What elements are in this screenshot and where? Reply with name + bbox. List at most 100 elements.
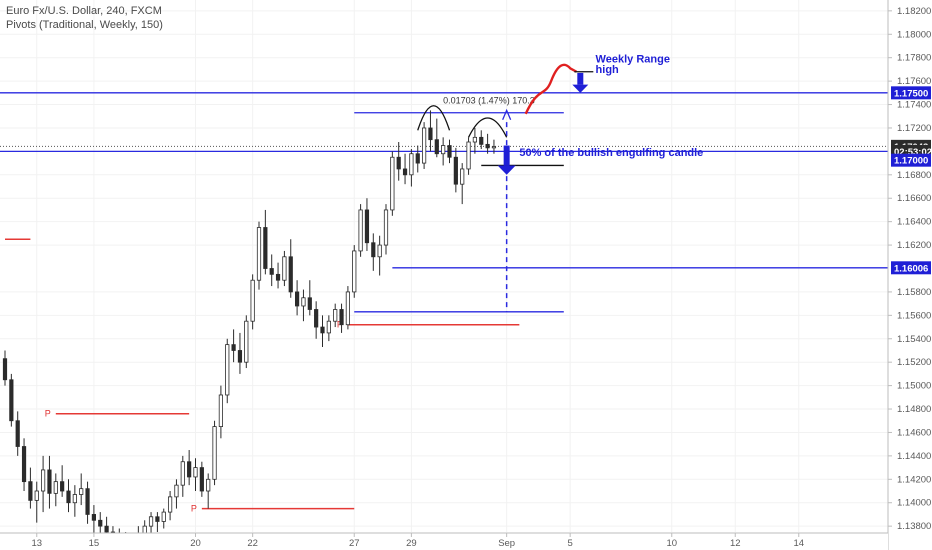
time-axis-background <box>0 533 888 550</box>
candle-body <box>187 461 192 478</box>
candle-body <box>307 297 312 310</box>
weekly-arrow-shaft <box>577 72 584 85</box>
candle-body <box>250 279 255 322</box>
candle-body <box>167 496 173 513</box>
candle-body <box>237 350 243 363</box>
projection-red-path <box>524 63 578 115</box>
candle-body <box>390 156 395 211</box>
candle-body <box>396 156 401 170</box>
pivot-label: P <box>191 504 197 514</box>
y-tick-label: 1.16200 <box>897 240 931 251</box>
y-tick-label: 1.13800 <box>897 521 931 532</box>
candle-body <box>28 481 33 501</box>
candle-body <box>41 469 46 492</box>
y-tick-label: 1.16600 <box>897 193 931 204</box>
y-tick-label: 1.17200 <box>897 123 931 134</box>
price-badge <box>891 261 931 275</box>
y-tick-label: 1.17800 <box>897 53 931 64</box>
candle-body <box>263 227 268 269</box>
x-tick-label: Sep <box>498 538 515 549</box>
engulfing-note: 50% of the bullish engulfing candle <box>519 147 703 159</box>
y-tick-label: 1.15400 <box>897 334 931 345</box>
candle-body <box>85 488 90 515</box>
candle-body <box>256 227 262 281</box>
y-tick-label: 1.15200 <box>897 357 931 368</box>
indicator-label: Pivots (Traditional, Weekly, 150) <box>6 19 163 31</box>
price-axis: 1.18200 1.18000 1.17800 1.17600 1.17400 1.172… <box>887 0 932 550</box>
candle-body <box>447 145 452 158</box>
candle-body <box>218 394 223 428</box>
y-tick-label: 1.14200 <box>897 474 931 485</box>
candle-body <box>453 156 458 185</box>
candle-body <box>225 344 230 396</box>
candle-body <box>383 209 389 246</box>
y-tick-label: 1.15800 <box>897 287 931 298</box>
candle-body <box>358 209 363 252</box>
candle-body <box>98 519 103 527</box>
x-tick-label: 12 <box>730 538 741 549</box>
candle-body <box>485 143 490 149</box>
annotations: 0.01703 (1.47%) 170.3 50% of the bullish … <box>417 53 703 312</box>
candle-body <box>415 153 420 164</box>
candle-body <box>212 426 217 480</box>
y-tick-label: 1.17400 <box>897 100 931 111</box>
y-tick-label: 1.15600 <box>897 310 931 321</box>
candle-body <box>345 291 351 326</box>
candle-body <box>421 127 427 164</box>
chart-header: Euro Fx/U.S. Dollar, 240, FXCM Pivots (T… <box>6 4 163 32</box>
x-tick-label: 5 <box>568 538 573 549</box>
x-tick-label: 15 <box>89 538 100 549</box>
y-tick-label: 1.14400 <box>897 451 931 462</box>
horizontal-lines <box>0 92 888 269</box>
candle-body <box>269 268 274 275</box>
candle-body <box>339 309 344 326</box>
head-arc <box>417 105 451 131</box>
x-tick-label: 27 <box>349 538 360 549</box>
x-tick-label: 13 <box>31 538 42 549</box>
y-tick-label: 1.14600 <box>897 427 931 438</box>
weekly-range-label: high <box>596 64 619 76</box>
measure-label: 0.01703 (1.47%) 170.3 <box>443 95 535 105</box>
projection-arrow-up <box>502 108 512 121</box>
price-badge <box>891 86 931 100</box>
candle-body <box>161 511 166 522</box>
candle-body <box>320 326 325 334</box>
symbol-title: Euro Fx/U.S. Dollar, 240, FXCM <box>6 5 162 17</box>
candle-body <box>193 467 198 478</box>
pivot-lines: PPP <box>5 238 520 514</box>
candle-body <box>472 136 478 143</box>
y-tick-label: 1.15000 <box>897 381 931 392</box>
candle-body <box>79 488 84 495</box>
candle-body <box>275 273 281 281</box>
price-badge-label: 1.17000 <box>894 156 928 167</box>
price-badge-label: 1.16006 <box>894 263 928 274</box>
candle-body <box>2 358 8 381</box>
candle-body <box>66 490 71 504</box>
y-tick-label: 1.16800 <box>897 170 931 181</box>
candle-body <box>371 242 376 258</box>
candle-body <box>364 209 370 244</box>
down-arrow-icon <box>572 84 589 93</box>
time-axis: 13 15 20 22 27 29 Sep 5 10 12 14 <box>0 532 888 550</box>
candle-body <box>53 481 58 494</box>
candle-body <box>301 297 306 307</box>
candle-body <box>199 467 204 492</box>
candle-body <box>15 420 20 447</box>
down-arrow-icon <box>497 165 516 175</box>
y-tick-label: 1.17600 <box>897 76 931 87</box>
y-tick-label: 1.18000 <box>897 29 931 40</box>
y-tick-label: 1.18200 <box>897 6 931 17</box>
candle-body <box>402 168 408 176</box>
candles <box>2 110 497 550</box>
candle-body <box>333 309 338 322</box>
candle-body <box>21 446 27 483</box>
candle-body <box>60 481 65 492</box>
candle-body <box>206 478 211 492</box>
y-tick-label: 1.14000 <box>897 498 931 509</box>
candle-body <box>231 344 236 351</box>
y-tick-label: 1.14800 <box>897 404 931 415</box>
candle-body <box>491 146 497 149</box>
price-badge <box>891 153 931 167</box>
pivot-label: P <box>45 409 51 419</box>
